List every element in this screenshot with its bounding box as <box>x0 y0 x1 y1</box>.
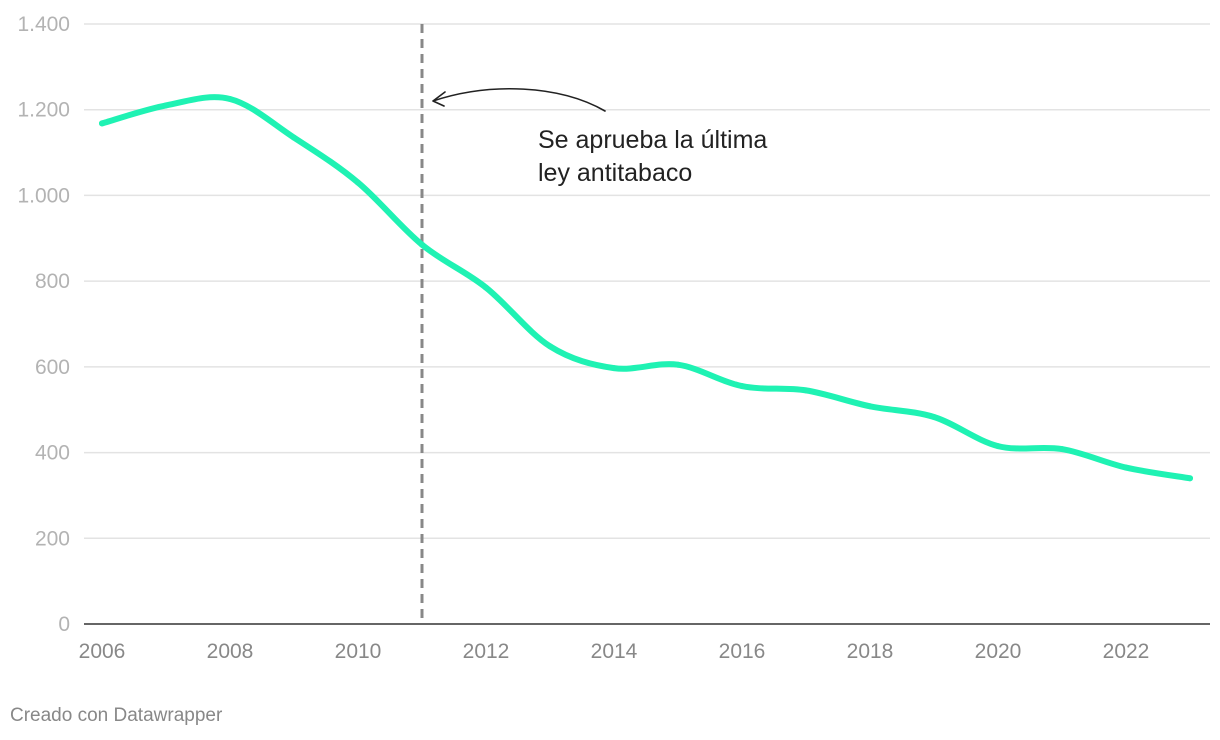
series-points <box>99 96 1193 482</box>
data-point-2008 <box>227 96 233 102</box>
annotation-text: Se aprueba la última ley antitabaco <box>538 126 774 187</box>
y-tick-label-800: 800 <box>35 270 70 293</box>
y-axis-ticks: 0 200 400 600 800 1.000 1.200 1.400 <box>17 13 70 636</box>
x-tick-label-2022: 2022 <box>1103 640 1150 663</box>
y-tick-label-0: 0 <box>58 613 70 636</box>
data-point-2017 <box>803 387 809 394</box>
data-point-2014 <box>611 365 617 372</box>
y-tick-label-200: 200 <box>35 527 70 550</box>
credit-text: Creado con Datawrapper <box>10 705 223 726</box>
x-tick-label-2020: 2020 <box>975 640 1022 663</box>
data-point-2019 <box>931 414 937 420</box>
x-tick-label-2008: 2008 <box>207 640 254 663</box>
data-point-2022 <box>1123 464 1129 471</box>
data-point-2007 <box>163 102 169 109</box>
data-point-2009 <box>291 134 297 141</box>
data-point-2023 <box>1187 475 1193 482</box>
x-tick-label-2016: 2016 <box>719 640 766 663</box>
data-point-2020 <box>995 443 1001 450</box>
data-point-2016 <box>739 383 745 390</box>
line-chart: 0 200 400 600 800 1.000 1.200 1.400 2006 2008 201… <box>17 13 1210 663</box>
annotation-line-1: Se aprueba la última <box>538 126 767 154</box>
y-tick-label-400: 400 <box>35 442 70 465</box>
x-tick-label-2012: 2012 <box>463 640 510 663</box>
data-point-2006 <box>99 120 105 127</box>
x-tick-label-2018: 2018 <box>847 640 894 663</box>
data-point-2015 <box>675 361 681 368</box>
y-tick-label-1200: 1.200 <box>17 99 70 122</box>
data-point-2021 <box>1059 446 1065 453</box>
y-tick-label-600: 600 <box>35 356 70 379</box>
data-point-2011 <box>419 241 425 248</box>
data-point-2012 <box>483 284 489 291</box>
x-tick-label-2010: 2010 <box>335 640 382 663</box>
y-tick-label-1400: 1.400 <box>17 13 70 36</box>
x-tick-label-2014: 2014 <box>591 640 638 663</box>
data-point-2010 <box>355 179 361 186</box>
annotation-line-2: ley antitabaco <box>538 159 692 187</box>
y-tick-label-1000: 1.000 <box>17 184 70 207</box>
x-tick-label-2006: 2006 <box>79 640 126 663</box>
x-axis-ticks: 2006 2008 2010 2012 2014 2016 2018 2020 2022 <box>79 640 1150 663</box>
annotation-arrow <box>432 87 606 112</box>
gridlines <box>84 23 1210 540</box>
data-point-2018 <box>867 403 873 410</box>
series-line <box>99 94 1193 482</box>
data-point-2013 <box>547 343 553 350</box>
